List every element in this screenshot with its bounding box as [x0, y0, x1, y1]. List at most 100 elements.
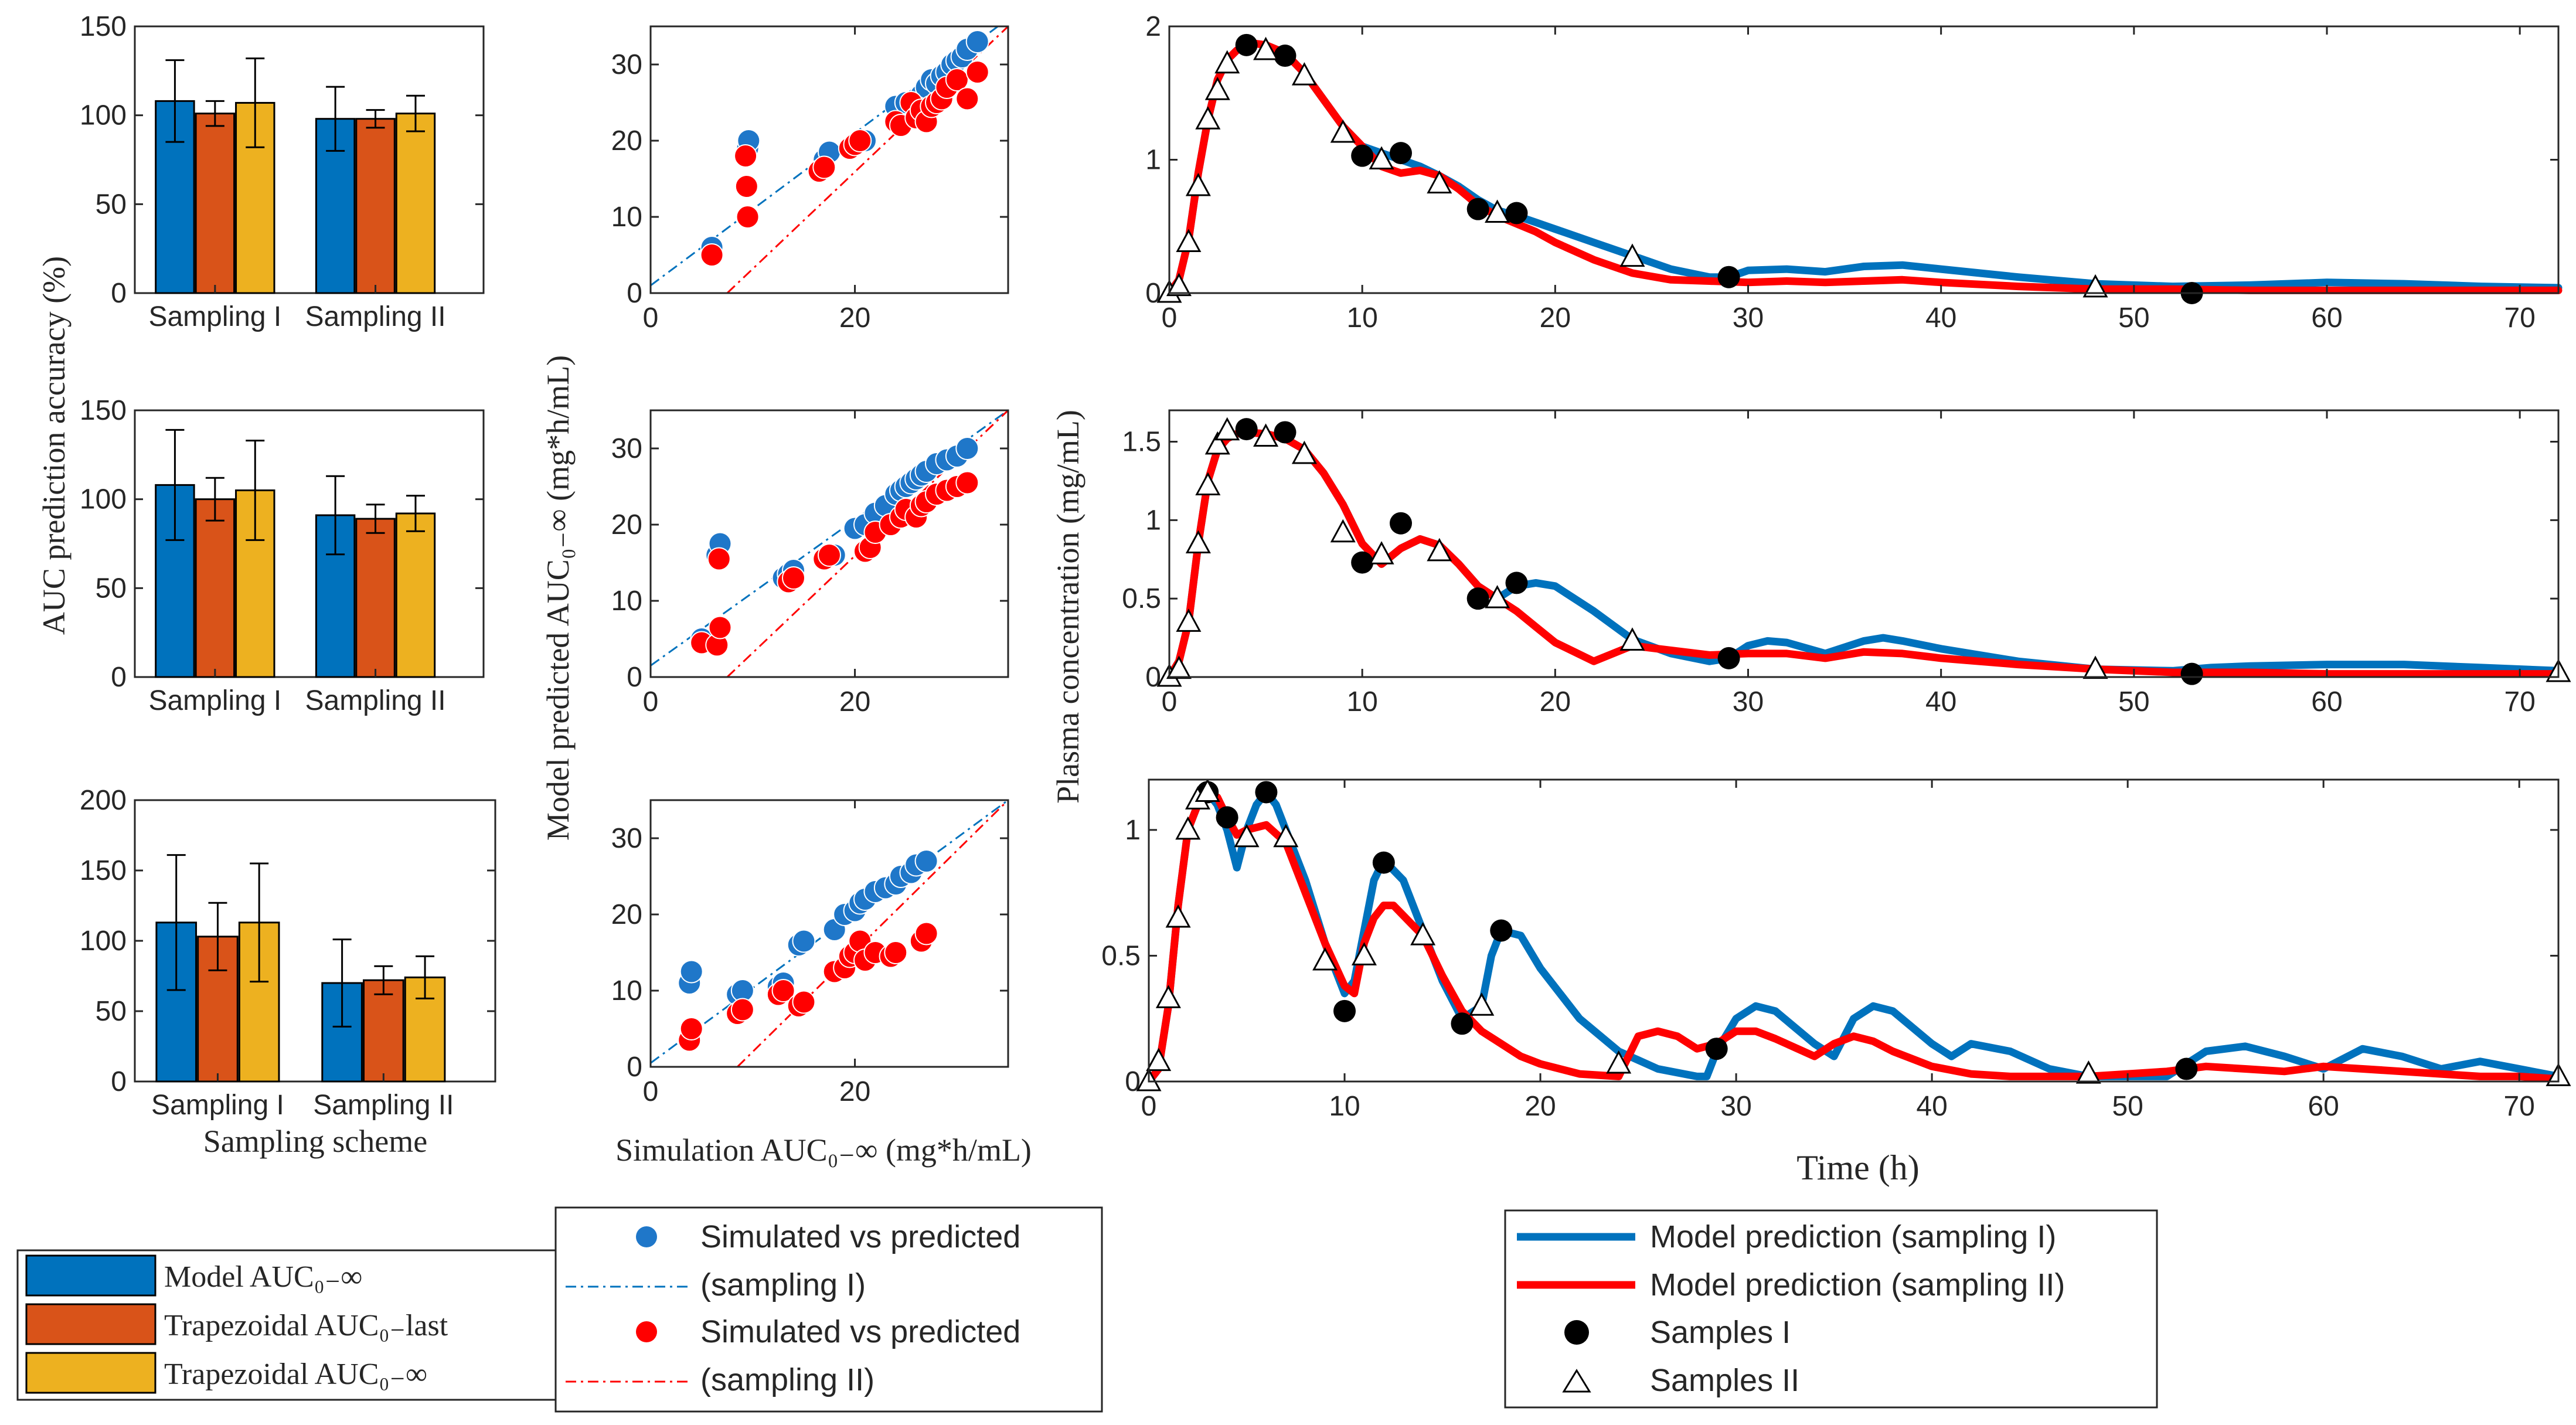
legend-scatter-red-2: (sampling II) [700, 1362, 874, 1397]
data-point [708, 615, 732, 640]
data-point [812, 155, 836, 179]
conc-row2: 0 0.5 1 1.5 0 10 20 30 40 50 60 70 [1122, 409, 2571, 717]
category-label: Sampling I [148, 685, 281, 716]
sample-II-marker [1166, 655, 1192, 679]
y-tick-label: 50 [96, 996, 127, 1027]
series-line [1145, 788, 2563, 1086]
x-tick-label: 10 [1329, 1091, 1360, 1122]
x-tick-label: 0 [643, 1076, 659, 1107]
scatter-row1: 0 10 20 30 0 20 [611, 25, 1009, 334]
sample-II-marker [2075, 1060, 2101, 1084]
sample-II-marker [1214, 50, 1240, 74]
data-point [792, 990, 816, 1014]
y-tick-label: 30 [611, 49, 642, 80]
simulation-xlabel: Simulation AUC₀₋∞ (mg*h/mL) [615, 1132, 1032, 1168]
fit-line [737, 800, 1008, 1067]
x-tick-label: 50 [2118, 686, 2149, 717]
x-tick-label: 20 [839, 302, 870, 334]
sample-II-marker [1155, 985, 1181, 1008]
plot-area [651, 800, 1008, 1067]
sample-II-marker [1185, 172, 1211, 196]
sample-I-marker [1372, 851, 1395, 874]
bar [395, 113, 436, 294]
data-point [700, 243, 724, 267]
accuracy-ylabel: AUC prediction accuracy (%) [36, 256, 72, 635]
y-tick-label: 1 [1145, 145, 1161, 176]
y-tick-label: 0 [1145, 278, 1161, 309]
y-tick-label: 0 [1125, 1066, 1141, 1097]
bar [363, 979, 404, 1083]
bar [195, 113, 236, 294]
sample-II-marker [1312, 947, 1338, 971]
x-tick-label: 20 [1540, 686, 1571, 717]
y-tick-label: 0 [627, 278, 642, 309]
sample-I-marker [1490, 919, 1513, 942]
legend-conc-model-II: Model prediction (sampling II) [1650, 1267, 2065, 1302]
y-tick-label: 1.5 [1122, 427, 1161, 458]
y-tick-label: 150 [80, 395, 127, 426]
x-tick-label: 20 [1540, 302, 1571, 334]
fit-line [726, 26, 1008, 293]
category-label: Sampling II [305, 301, 445, 332]
x-tick-label: 0 [1162, 302, 1178, 334]
sample-I-marker [1235, 418, 1258, 441]
sample-II-marker [1204, 77, 1230, 100]
axes-box [1148, 778, 2560, 1083]
x-tick-label: 0 [1141, 1091, 1157, 1122]
x-tick-label: 70 [2504, 302, 2535, 334]
data-point [965, 60, 989, 84]
y-tick-label: 0 [627, 662, 642, 693]
x-tick-label: 20 [839, 686, 870, 717]
sample-I-marker [1235, 33, 1258, 56]
y-tick-label: 50 [96, 573, 127, 604]
conc-row3: 00.510 10 20 30 40 50 60 70 [1101, 778, 2571, 1122]
x-tick-label: 20 [839, 1076, 870, 1107]
data-point [734, 144, 758, 168]
sample-II-marker [1253, 423, 1279, 447]
sample-II-marker [1369, 541, 1394, 564]
sample-I-marker [1466, 587, 1489, 610]
legend-conc-samples-II: Samples II [1650, 1363, 1799, 1398]
sample-II-marker [1485, 199, 1510, 223]
y-tick-label: 100 [80, 100, 127, 131]
sample-II-marker [1195, 106, 1221, 130]
data-point [679, 960, 703, 984]
y-tick-label: 1 [1125, 815, 1141, 846]
axes-box [1168, 409, 2560, 678]
bar [355, 118, 396, 294]
legend-label-model: Model AUC₀₋∞ [164, 1260, 362, 1294]
sample-II-marker [1146, 1048, 1172, 1072]
sample-I-marker [1274, 45, 1296, 67]
y-tick-label: 150 [80, 855, 127, 886]
category-label: Sampling II [305, 685, 445, 716]
data-point [965, 30, 989, 53]
sample-I-marker [1505, 572, 1528, 594]
x-tick-label: 10 [1346, 686, 1377, 717]
data-point [945, 68, 969, 91]
sample-I-marker [1451, 1012, 1474, 1035]
y-tick-label: 200 [80, 785, 127, 816]
sample-II-marker [1606, 1050, 1632, 1074]
sample-I-marker [1255, 781, 1278, 804]
legend-conc-samples-I: Samples I [1650, 1315, 1791, 1350]
sample-II-marker [1427, 538, 1452, 562]
y-tick-label: 20 [611, 899, 642, 930]
x-tick-label: 70 [2504, 686, 2535, 717]
scatter-legend: Simulated vs predicted (sampling I) Simu… [554, 1206, 1103, 1413]
x-tick-label: 50 [2112, 1091, 2143, 1122]
sample-II-marker [1485, 585, 1510, 608]
axes-box [649, 799, 1009, 1068]
data-point [955, 87, 979, 111]
sample-II-marker [1253, 36, 1279, 60]
x-tick-label: 50 [2118, 302, 2149, 334]
y-tick-label: 0 [111, 662, 127, 693]
sample-I-marker [1466, 198, 1489, 220]
legend-marker-samples-II [1562, 1369, 1591, 1393]
sample-II-marker [1469, 992, 1495, 1016]
sample-II-marker [2082, 274, 2108, 298]
sample-II-marker [1204, 431, 1230, 455]
scatter-row2: 0 10 20 30 0 20 [611, 409, 1009, 717]
y-tick-label: 30 [611, 823, 642, 854]
